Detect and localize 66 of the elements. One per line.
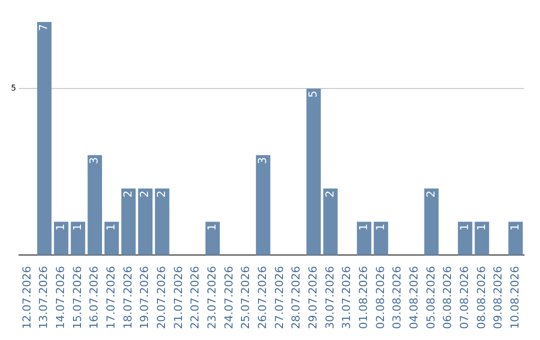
data-label: 3 [88,157,101,164]
data-label: 7 [37,24,50,31]
x-tick-label: 16.07.2026 [88,266,101,330]
x-tick-label: 03.08.2026 [390,266,404,330]
x-tick-label: 22.07.2026 [188,266,202,330]
bar [138,188,153,256]
bar [70,222,86,256]
bar [323,188,338,256]
x-tick-label: 12.07.2026 [20,266,34,330]
x-tick-label: 04.08.2026 [407,266,420,330]
data-label: 2 [121,190,134,198]
x-tick-label: 29.07.2026 [306,266,320,330]
bar [306,88,321,256]
x-tick-label: 25.07.2026 [239,266,252,330]
x-tick-label: 05.08.2026 [424,266,438,330]
data-label: 2 [155,190,168,198]
x-tick-label: 10.08.2026 [508,266,522,330]
x-tick-label: 01.08.2026 [356,266,370,330]
bar [356,222,372,256]
bar [121,188,136,256]
x-tick-label: 13.07.2026 [37,266,50,330]
x-tick-label: 09.08.2026 [492,266,505,330]
x-tick-label: 24.07.2026 [222,266,236,330]
x-tick-label: 08.08.2026 [474,266,488,330]
x-tick-label: 31.07.2026 [340,266,354,330]
x-tick-label: 20.07.2026 [155,266,168,330]
bar [374,222,388,256]
data-label: 3 [256,157,269,164]
x-tick-label: 02.08.2026 [374,266,387,330]
bar [458,222,472,256]
x-tick-label: 26.07.2026 [256,266,269,330]
bar [154,188,170,256]
data-label: 1 [458,224,471,231]
x-tick-label: 28.07.2026 [290,266,303,330]
bar [205,222,220,256]
data-label: 1 [104,224,118,231]
x-tick-label: 27.07.2026 [272,266,286,330]
bar [256,155,270,256]
x-tick-label: 18.07.2026 [121,266,134,330]
bar [54,222,68,256]
data-label: 1 [374,224,387,231]
x-tick-label: 19.07.2026 [138,266,152,330]
bar [104,222,119,256]
bar [474,222,490,256]
bar [424,188,439,256]
x-tick-label: 15.07.2026 [70,266,84,330]
data-label: 2 [424,190,438,198]
data-label: 5 [306,90,320,98]
data-label: 2 [138,190,152,198]
data-label: 1 [356,224,370,231]
x-tick-label: 14.07.2026 [54,266,68,330]
data-label: 1 [206,224,218,231]
bar [37,22,52,256]
data-label: 1 [54,224,68,231]
data-label: 1 [474,224,488,231]
x-tick-label: 21.07.2026 [172,266,185,330]
data-label: 2 [323,190,336,198]
data-label: 1 [70,224,84,231]
bar [88,155,102,256]
x-tick-label: 23.07.2026 [206,266,218,330]
bar [508,222,523,256]
data-label: 1 [508,224,522,231]
x-tick-label: 06.08.2026 [441,266,454,330]
x-tick-label: 17.07.2026 [104,266,118,330]
x-tick-label: 30.07.2026 [323,266,336,330]
x-tick-label: 07.08.2026 [458,266,471,330]
